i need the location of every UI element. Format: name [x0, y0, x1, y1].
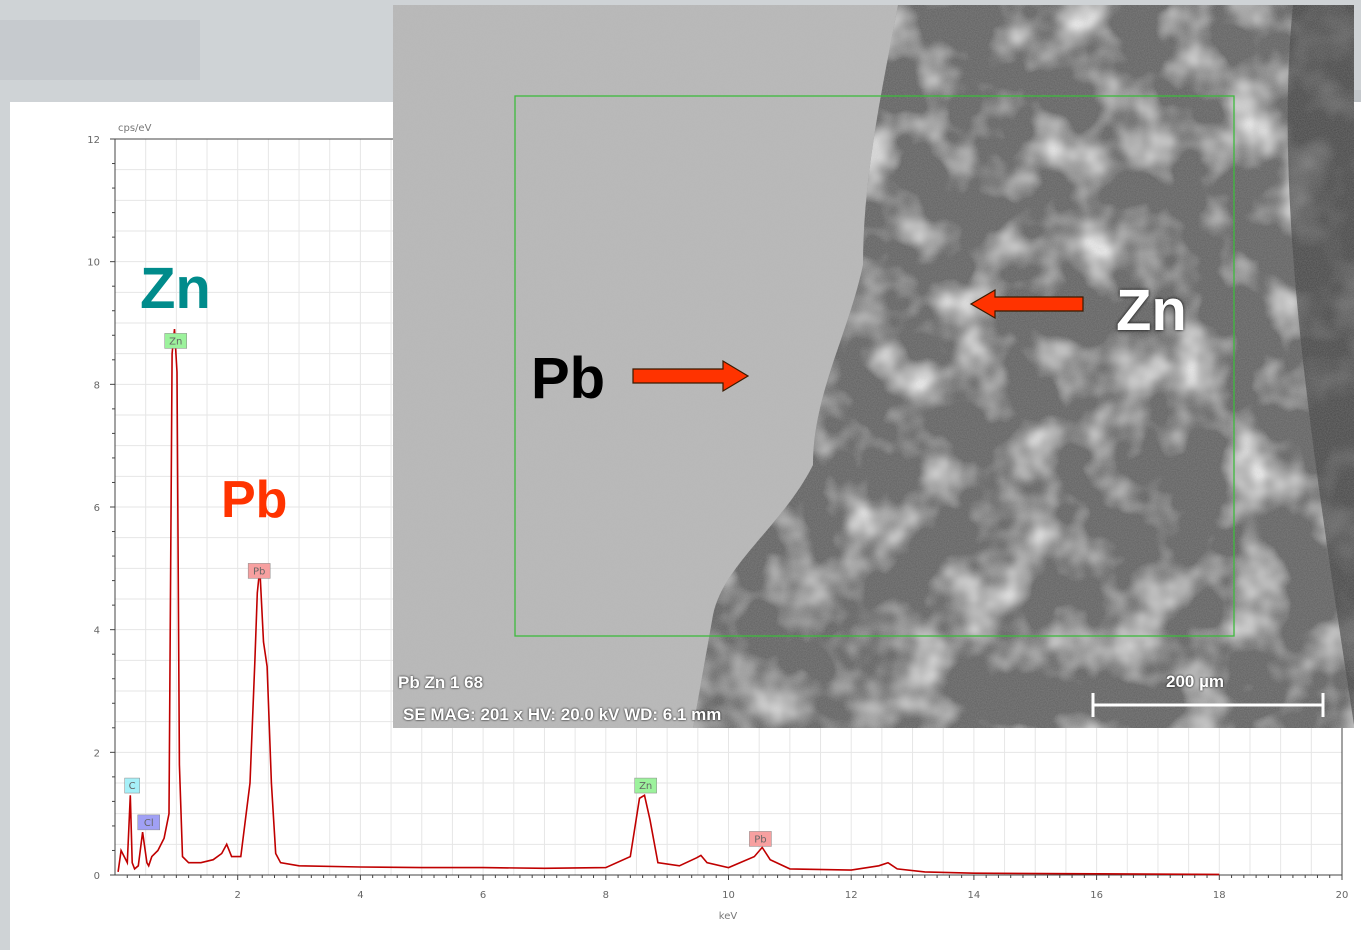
peak-tag-pb: Pb: [749, 831, 772, 847]
sem-zn-label: Zn: [1116, 278, 1187, 343]
x-tick-label: 4: [357, 890, 363, 901]
sem-pb-label: Pb: [531, 346, 606, 411]
x-tick-label: 14: [968, 890, 981, 901]
x-tick-label: 12: [845, 890, 858, 901]
peak-tag-box: [124, 777, 140, 794]
x-tick-label: 6: [480, 890, 486, 901]
x-tick-label: 10: [722, 890, 735, 901]
peak-tags: Zn Pb C Cl Zn Pb: [124, 333, 772, 847]
y-tick-label: 12: [87, 135, 100, 146]
sem-sample-id: Pb Zn 1 68: [398, 673, 484, 692]
y-tick-label: 6: [94, 503, 100, 514]
peak-tag-box: [164, 333, 187, 349]
peak-tag-label: Zn: [169, 336, 182, 347]
roi-box: [514, 95, 1235, 637]
pb-element-label: Pb: [221, 471, 288, 529]
zn-element-label: Zn: [140, 256, 211, 321]
peak-tag-zn: Zn: [164, 333, 187, 349]
x-tick-label: 16: [1090, 890, 1103, 901]
peak-tag-pb: Pb: [247, 563, 271, 579]
peak-tag-label: Pb: [253, 566, 265, 577]
peak-tag-label: C: [129, 781, 136, 792]
peak-tag-label: Cl: [144, 818, 154, 829]
peak-tag-box: [247, 563, 271, 579]
peak-tag-zn: Zn: [634, 777, 657, 794]
x-axis-title: keV: [719, 911, 738, 922]
y-tick-label: 2: [94, 748, 100, 759]
y-tick-label: 0: [94, 871, 100, 882]
y-tick-label: 8: [94, 380, 100, 391]
peak-tag-cl: Cl: [137, 814, 160, 831]
x-tick-label: 18: [1213, 890, 1226, 901]
x-tick-label: 20: [1336, 890, 1349, 901]
peak-tag-box: [749, 831, 772, 847]
sem-info-bar: SE MAG: 201 x HV: 20.0 kV WD: 6.1 mm: [403, 705, 722, 724]
spectrum-series-line: [117, 329, 1220, 876]
pb-arrow: [632, 359, 750, 393]
y-tick-label: 10: [87, 258, 100, 269]
peak-tag-label: Zn: [639, 781, 652, 792]
zn-arrow: [969, 288, 1084, 320]
x-tick-label: 8: [603, 890, 609, 901]
tick-labels: 2 4 6 8 10 12 14 16 18 20 0 2 4 6 8 10 12: [87, 135, 1348, 901]
y-axis-title: cps/eV: [118, 123, 152, 134]
x-tick-label: 2: [235, 890, 241, 901]
sem-image: [393, 5, 1354, 728]
peak-tag-c: C: [124, 777, 140, 794]
scale-bar-label: 200 µm: [1166, 672, 1224, 691]
peak-tag-label: Pb: [754, 834, 766, 845]
peak-tag-box: [137, 814, 160, 831]
sem-micrograph: Pb Zn Pb Zn 1 68 SE MAG: 201 x HV: 20.0 …: [393, 5, 1354, 728]
peak-tag-box: [634, 777, 657, 794]
y-tick-label: 4: [94, 626, 100, 637]
